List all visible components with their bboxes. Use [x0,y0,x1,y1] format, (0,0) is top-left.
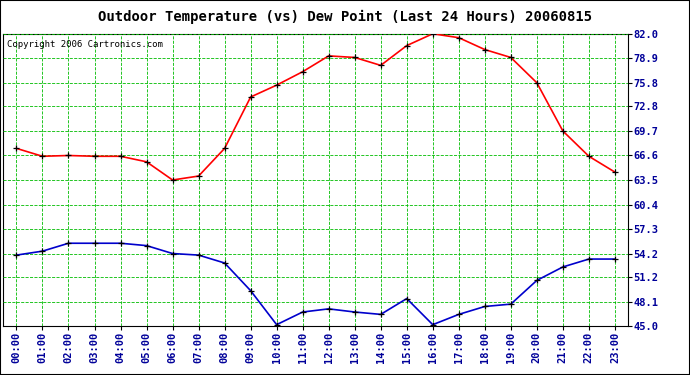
Text: Copyright 2006 Cartronics.com: Copyright 2006 Cartronics.com [7,40,162,49]
Text: Outdoor Temperature (vs) Dew Point (Last 24 Hours) 20060815: Outdoor Temperature (vs) Dew Point (Last… [98,9,592,24]
